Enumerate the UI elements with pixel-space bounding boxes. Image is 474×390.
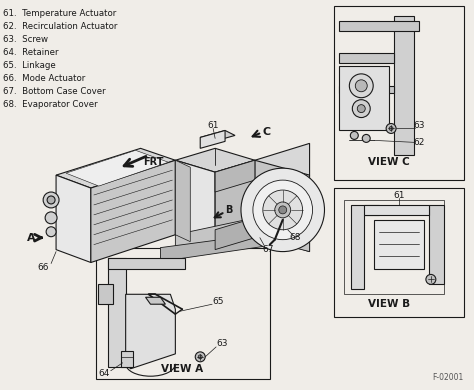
Circle shape [350, 131, 358, 139]
Polygon shape [56, 148, 175, 188]
Circle shape [253, 180, 312, 240]
Circle shape [47, 196, 55, 204]
Text: 62: 62 [413, 138, 425, 147]
Text: 63.  Screw: 63. Screw [3, 35, 48, 44]
Polygon shape [56, 175, 91, 262]
Circle shape [198, 355, 202, 359]
Polygon shape [429, 205, 444, 284]
Polygon shape [108, 257, 126, 367]
Text: 64: 64 [98, 369, 109, 378]
Circle shape [241, 168, 325, 252]
Circle shape [356, 80, 367, 92]
Circle shape [275, 202, 291, 218]
Text: 65: 65 [212, 297, 224, 306]
Circle shape [357, 105, 365, 113]
Circle shape [263, 190, 302, 230]
Polygon shape [91, 160, 175, 262]
Polygon shape [215, 160, 255, 246]
Polygon shape [200, 131, 225, 148]
Polygon shape [98, 284, 113, 304]
Polygon shape [126, 294, 175, 369]
Text: 62.  Recirculation Actuator: 62. Recirculation Actuator [3, 22, 118, 31]
Text: 61: 61 [393, 190, 405, 200]
Polygon shape [394, 16, 414, 155]
Polygon shape [175, 218, 310, 252]
Text: VIEW A: VIEW A [161, 364, 203, 374]
Text: B: B [225, 205, 233, 215]
Bar [335, 188, 464, 317]
Polygon shape [345, 200, 444, 294]
Polygon shape [255, 144, 310, 192]
Polygon shape [215, 160, 255, 192]
Text: VIEW B: VIEW B [368, 299, 410, 309]
Circle shape [195, 352, 205, 362]
Text: 63: 63 [413, 121, 425, 130]
Polygon shape [121, 351, 133, 367]
Polygon shape [175, 160, 190, 242]
Circle shape [349, 74, 373, 98]
Polygon shape [200, 131, 235, 142]
Text: 67: 67 [262, 245, 273, 254]
Circle shape [352, 100, 370, 117]
Text: VIEW C: VIEW C [368, 157, 410, 167]
Polygon shape [146, 297, 165, 304]
Polygon shape [215, 218, 255, 250]
Polygon shape [108, 257, 185, 269]
Circle shape [426, 275, 436, 284]
Text: 68: 68 [289, 233, 301, 242]
Text: 66.  Mode Actuator: 66. Mode Actuator [3, 74, 86, 83]
Polygon shape [175, 148, 255, 172]
Text: 63: 63 [216, 339, 228, 348]
Polygon shape [255, 160, 310, 252]
Circle shape [45, 212, 57, 224]
Text: C: C [263, 128, 271, 137]
Text: 61.  Temperature Actuator: 61. Temperature Actuator [3, 9, 117, 18]
Polygon shape [339, 66, 389, 131]
Circle shape [386, 124, 396, 133]
Bar [335, 6, 464, 180]
Polygon shape [339, 53, 394, 63]
Text: 65.  Linkage: 65. Linkage [3, 61, 56, 70]
Text: 64.  Retainer: 64. Retainer [3, 48, 59, 57]
Polygon shape [351, 205, 379, 289]
Text: 66: 66 [37, 263, 49, 272]
Circle shape [362, 135, 370, 142]
Polygon shape [161, 228, 310, 262]
Text: 67.  Bottom Case Cover: 67. Bottom Case Cover [3, 87, 106, 96]
Polygon shape [374, 220, 424, 269]
Polygon shape [364, 205, 429, 215]
Polygon shape [339, 86, 394, 93]
Text: A: A [27, 233, 36, 243]
Text: F-02001: F-02001 [432, 373, 464, 382]
Polygon shape [175, 160, 215, 246]
Polygon shape [66, 150, 168, 186]
Circle shape [46, 227, 56, 237]
Circle shape [389, 126, 393, 131]
Text: FRT: FRT [143, 157, 164, 167]
Bar [96, 248, 270, 379]
Polygon shape [339, 21, 419, 31]
Circle shape [279, 206, 287, 214]
Text: 61: 61 [208, 121, 219, 130]
Circle shape [43, 192, 59, 208]
Text: 68.  Evaporator Cover: 68. Evaporator Cover [3, 100, 98, 109]
